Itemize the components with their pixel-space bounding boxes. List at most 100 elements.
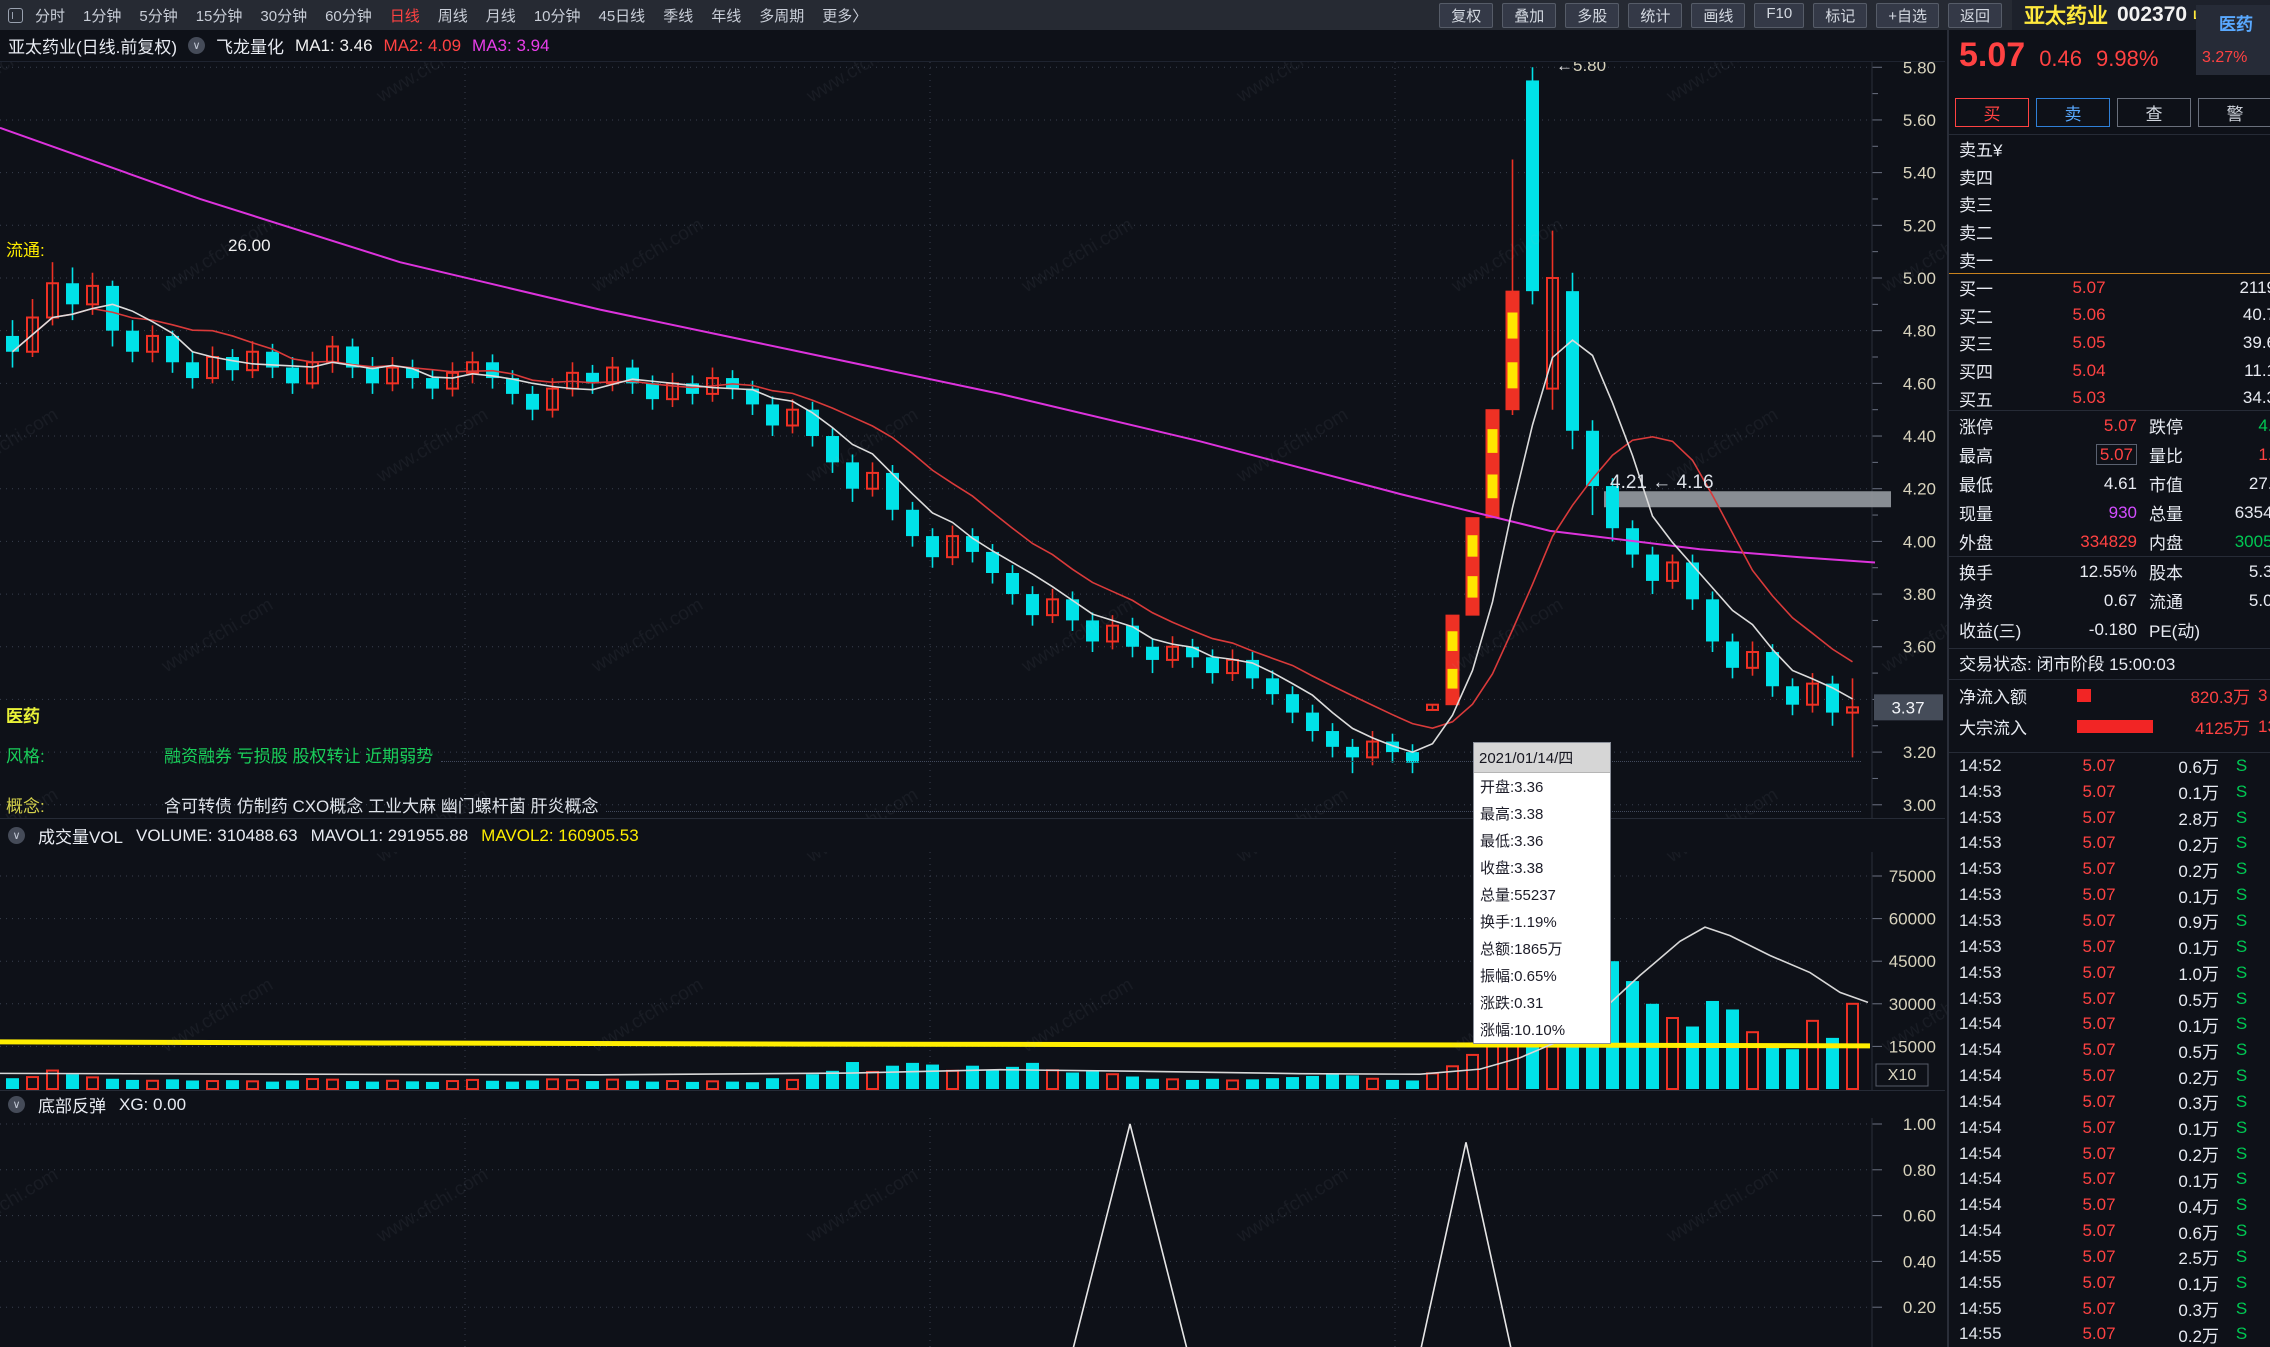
tooltip-row: 最低:3.36 [1480, 833, 1544, 850]
bid-price: 5.03 [2072, 388, 2106, 408]
order-book-row[interactable]: 卖二 [1949, 218, 2270, 246]
order-book-row[interactable]: 卖五¥ [1949, 135, 2270, 163]
money-flow-row: 净流入额 820.3万 3 [1949, 680, 2270, 711]
period-tab-30分钟[interactable]: 30分钟 [260, 7, 308, 25]
toolbar-button-标记[interactable]: 标记 [1813, 2, 1868, 28]
trade-button-查[interactable]: 查 [2117, 98, 2191, 127]
tick-price: 5.07 [2082, 1040, 2116, 1060]
stat-value: 5.07 [2051, 416, 2137, 436]
toolbar-button-多股[interactable]: 多股 [1565, 2, 1620, 28]
indicator-name[interactable]: 飞龙量化 [216, 38, 285, 57]
period-tab-月线[interactable]: 月线 [485, 7, 516, 25]
sector-tag-box[interactable]: 医药 3.27% [2196, 5, 2270, 75]
stat-value: 4.1 [2258, 415, 2270, 435]
stat-value: -0.180 [2051, 620, 2137, 640]
order-book-row[interactable]: 买三 5.05 39.6 [1949, 329, 2270, 357]
indicator-title[interactable]: 底部反弹 [38, 1097, 106, 1116]
tick-volume: 0.6万 [2178, 758, 2219, 778]
tooltip-row: 换手:1.19% [1480, 914, 1557, 931]
chevron-down-icon[interactable]: ∨ [8, 827, 25, 844]
tick-trade-list[interactable]: 14:52 5.07 0.6万 S 14:53 5.07 0.1万 S 14:53 5.07 2.8… [1949, 752, 2270, 1347]
period-tab-10分钟[interactable]: 10分钟 [533, 7, 581, 25]
svg-text:15000: 15000 [1889, 1037, 1936, 1056]
app-icon[interactable] [8, 7, 23, 23]
price-change-pct: 9.98% [2096, 46, 2159, 71]
sector-tag[interactable]: 医药 [2219, 15, 2253, 34]
period-tab-5分钟[interactable]: 5分钟 [139, 7, 178, 25]
tick-side: S [2235, 1246, 2248, 1266]
chevron-down-icon[interactable]: ∨ [188, 37, 206, 54]
period-tab-1分钟[interactable]: 1分钟 [83, 7, 122, 25]
trade-button-卖[interactable]: 卖 [2036, 98, 2110, 127]
order-book-row[interactable]: 卖四 [1949, 163, 2270, 191]
toolbar-button-复权[interactable]: 复权 [1439, 2, 1494, 28]
period-tab-15分钟[interactable]: 15分钟 [195, 7, 243, 25]
toolbar-button-返回[interactable]: 返回 [1947, 2, 2002, 28]
kline-header: 亚太药业(日线.前复权) ∨ 飞龙量化 MA1: 3.46 MA2: 4.09 … [0, 30, 1945, 62]
period-tab-更多〉[interactable]: 更多〉 [822, 7, 868, 25]
order-book-row[interactable]: 买二 5.06 40.7 [1949, 302, 2270, 330]
volume-chart-canvas[interactable]: 75000 60000 45000 30000 15000 X10 [0, 852, 1945, 1090]
stats-row: 涨停 5.07 跌停 4.1 [1949, 411, 2270, 440]
price-grid: 5.80 5.60 5.40 5.20 5.00 4.80 4.60 4.40 4.20 4.00… [0, 62, 1936, 818]
stat-value: 5.07 [2051, 443, 2137, 465]
stats-row: 现量 930 总量 63542 [1949, 498, 2270, 527]
period-tab-多周期[interactable]: 多周期 [759, 7, 805, 25]
tick-price: 5.07 [2082, 1143, 2116, 1163]
order-book-row[interactable]: 卖一 [1949, 245, 2270, 273]
toolbar-button-画线[interactable]: 画线 [1691, 2, 1746, 28]
period-tab-日线[interactable]: 日线 [389, 7, 420, 25]
period-tab-周线[interactable]: 周线 [437, 7, 468, 25]
tick-row: 14:53 5.07 0.5万 S [1949, 986, 2270, 1012]
toolbar-button-F10[interactable]: F10 [1754, 2, 1805, 28]
svg-text:60000: 60000 [1889, 910, 1936, 929]
order-book-row[interactable]: 买五 5.03 34.3 [1949, 384, 2270, 412]
bid-label: 买二 [1959, 307, 1993, 327]
period-tab-60分钟[interactable]: 60分钟 [325, 7, 372, 25]
indicator-chart-canvas[interactable]: 1.00 0.80 0.60 0.40 0.20 [0, 1118, 1945, 1347]
svg-text:3.37: 3.37 [1891, 698, 1924, 717]
tick-time: 14:53 [1959, 936, 2002, 956]
period-tab-年线[interactable]: 年线 [711, 7, 742, 25]
volume-title[interactable]: 成交量VOL [38, 828, 124, 847]
bid-price: 5.05 [2072, 332, 2106, 352]
order-book-row[interactable]: 买四 5.04 11.1 [1949, 357, 2270, 385]
tick-side: S [2235, 1169, 2248, 1189]
bid-label: 买五 [1959, 390, 1993, 410]
order-book-row[interactable]: 卖三 [1949, 190, 2270, 218]
trade-button-买[interactable]: 买 [1955, 98, 2029, 127]
tick-time: 14:52 [1959, 755, 2002, 775]
period-tab-45日线[interactable]: 45日线 [598, 7, 646, 25]
ma2-line [11, 307, 1853, 729]
stat-label: 市值 [2149, 476, 2183, 495]
tooltip-row: 最高:3.38 [1480, 806, 1544, 823]
mavol2-label: MAVOL2: 160905.53 [481, 825, 639, 845]
tick-time: 14:53 [1959, 833, 2002, 853]
main-chart-canvas[interactable]: 5.80 5.60 5.40 5.20 5.00 4.80 4.60 4.40 4.20 4.00… [0, 62, 1945, 818]
trade-button-警[interactable]: 警 [2198, 98, 2270, 127]
toolbar-button-统计[interactable]: 统计 [1628, 2, 1683, 28]
indicator-line [1072, 1123, 1512, 1347]
chevron-down-icon[interactable]: ∨ [8, 1096, 25, 1113]
tick-price: 5.07 [2082, 988, 2116, 1008]
stat-label: 内盘 [2149, 534, 2183, 553]
stats-divider [1949, 556, 2270, 557]
tick-volume: 0.2万 [2178, 835, 2219, 855]
period-tab-季线[interactable]: 季线 [663, 7, 694, 25]
svg-text:4.20: 4.20 [1903, 480, 1936, 499]
tick-time: 14:54 [1959, 1040, 2002, 1060]
tick-price: 5.07 [2082, 1221, 2116, 1241]
tick-side: S [2235, 988, 2248, 1008]
tick-row: 14:54 5.07 0.3万 S [1949, 1089, 2270, 1115]
tick-price: 5.07 [2082, 1246, 2116, 1266]
tooltip-row: 总额:1865万 [1480, 941, 1563, 958]
tick-time: 14:53 [1959, 962, 2002, 982]
toolbar-button-+自选[interactable]: +自选 [1876, 2, 1939, 28]
stat-value: 4.61 [2051, 474, 2137, 494]
toolbar-button-叠加[interactable]: 叠加 [1502, 2, 1557, 28]
period-tab-分时[interactable]: 分时 [35, 7, 66, 25]
bid-price: 5.07 [2072, 277, 2106, 297]
tick-volume: 0.5万 [2178, 1042, 2219, 1062]
order-book-row[interactable]: 买一 5.07 2119 [1949, 274, 2270, 302]
